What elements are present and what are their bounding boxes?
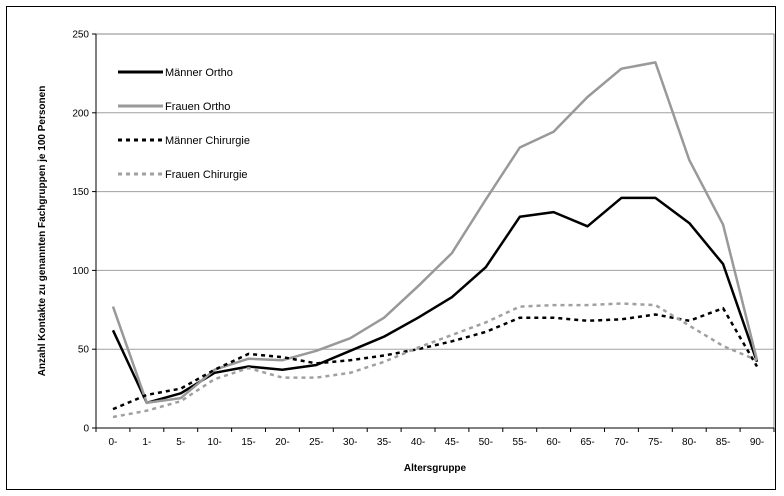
x-tick-label: 5-	[176, 437, 185, 448]
x-tick-labels: 0- 1- 5- 10- 15- 20- 25- 30- 35- 40- 45- 50- 55- 60- 6…	[95, 428, 775, 448]
y-tick-label: 250	[72, 30, 89, 41]
x-tick-label: 80-	[682, 437, 696, 448]
x-tick-label: 30-	[343, 437, 357, 448]
x-tick-label: 1-	[142, 437, 151, 448]
x-axis-title: Altersgruppe	[404, 463, 467, 474]
plot-area	[95, 33, 775, 429]
x-tick-label: 85-	[716, 437, 730, 448]
y-tick-label: 50	[78, 345, 90, 356]
legend-label: Frauen Chirurgie	[165, 169, 248, 181]
x-tick-label: 70-	[614, 437, 628, 448]
legend: Männer Ortho Frauen Ortho Männer Chirurgie…	[118, 67, 250, 181]
series-line-4	[112, 302, 758, 419]
y-tick-label: 0	[83, 424, 89, 435]
x-tick-label: 10-	[207, 437, 221, 448]
y-tick-labels: 0 50 100 150 200 250	[72, 30, 96, 435]
y-tick-label: 100	[72, 266, 89, 277]
x-tick-label: 40-	[411, 437, 425, 448]
series-lines	[111, 61, 759, 419]
series-line-1	[111, 196, 759, 405]
x-tick-label: 35-	[377, 437, 391, 448]
series-line-3	[112, 306, 759, 411]
y-tick-label: 150	[72, 187, 89, 198]
x-tick-label: 15-	[241, 437, 255, 448]
x-tick-label: 55-	[513, 437, 527, 448]
x-tick-label: 90-	[750, 437, 764, 448]
y-axis-title: Anzahl Kontakte zu genannten Fachgruppen…	[37, 86, 48, 377]
x-tick-label: 75-	[648, 437, 662, 448]
x-tick-label: 25-	[309, 437, 323, 448]
legend-label: Frauen Ortho	[165, 101, 230, 113]
y-tick-label: 200	[72, 108, 89, 119]
x-tick-label: 0-	[108, 437, 117, 448]
x-tick-label: 65-	[580, 437, 594, 448]
x-tick-label: 20-	[275, 437, 289, 448]
x-tick-label: 60-	[546, 437, 560, 448]
legend-label: Männer Chirurgie	[165, 135, 250, 147]
x-tick-label: 50-	[479, 437, 493, 448]
legend-label: Männer Ortho	[165, 67, 233, 79]
x-tick-label: 45-	[445, 437, 459, 448]
